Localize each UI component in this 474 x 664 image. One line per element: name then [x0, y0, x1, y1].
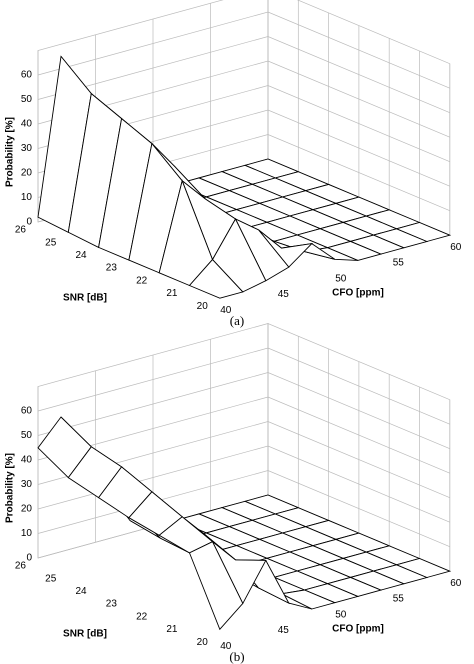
x-axis-label: CFO [ppm] — [332, 288, 384, 299]
z-tick-label: 50 — [21, 430, 33, 441]
x-tick-label: 45 — [278, 625, 290, 636]
z-tick-label: 0 — [26, 553, 32, 564]
x-tick-label: 40 — [220, 305, 232, 316]
y-axis-label: SNR [dB] — [63, 293, 107, 304]
y-tick-label: 24 — [75, 250, 87, 261]
y-tick-label: 23 — [106, 599, 118, 610]
y-tick-label: 20 — [197, 637, 209, 648]
grid-line — [37, 11, 450, 89]
x-tick-label: 55 — [393, 258, 405, 269]
surface-cell — [188, 541, 244, 631]
grid-line — [37, 372, 450, 450]
z-tick-label: 50 — [21, 94, 33, 105]
y-tick-label: 25 — [45, 573, 57, 584]
x-tick-label: 40 — [220, 641, 232, 652]
z-tick-label: 10 — [21, 192, 33, 203]
y-tick-label: 21 — [166, 288, 178, 299]
y-tick-label: 24 — [75, 586, 87, 597]
y-tick-label: 26 — [15, 561, 27, 572]
z-tick-label: 60 — [21, 70, 33, 81]
x-tick-label: 45 — [278, 289, 290, 300]
y-axis-label: SNR [dB] — [63, 629, 107, 640]
z-tick-label: 40 — [21, 455, 33, 466]
z-tick-label: 0 — [26, 217, 32, 228]
z-tick-label: 20 — [21, 168, 33, 179]
x-tick-label: 50 — [335, 609, 347, 620]
y-tick-label: 26 — [15, 225, 27, 236]
z-tick-label: 30 — [21, 143, 33, 154]
z-tick-label: 20 — [21, 504, 33, 515]
y-tick-label: 22 — [136, 611, 148, 622]
z-tick-label: 10 — [21, 528, 33, 539]
z-tick-label: 60 — [21, 406, 33, 417]
z-tick-label: 30 — [21, 479, 33, 490]
z-axis-label: Probability [%] — [5, 453, 16, 523]
surface-cell — [188, 258, 244, 299]
caption: (b) — [229, 649, 244, 664]
y-tick-label: 21 — [166, 624, 178, 635]
y-tick-label: 20 — [197, 301, 209, 312]
caption: (a) — [230, 313, 244, 328]
grid-line — [37, 347, 450, 425]
x-tick-label: 55 — [393, 594, 405, 605]
x-tick-label: 50 — [335, 273, 347, 284]
z-axis-label: Probability [%] — [5, 117, 16, 187]
z-tick-label: 40 — [21, 119, 33, 130]
x-tick-label: 60 — [450, 578, 462, 589]
x-tick-label: 60 — [450, 242, 462, 253]
y-tick-label: 22 — [136, 275, 148, 286]
x-axis-label: CFO [ppm] — [332, 624, 384, 635]
y-tick-label: 23 — [106, 263, 118, 274]
y-tick-label: 25 — [45, 237, 57, 248]
